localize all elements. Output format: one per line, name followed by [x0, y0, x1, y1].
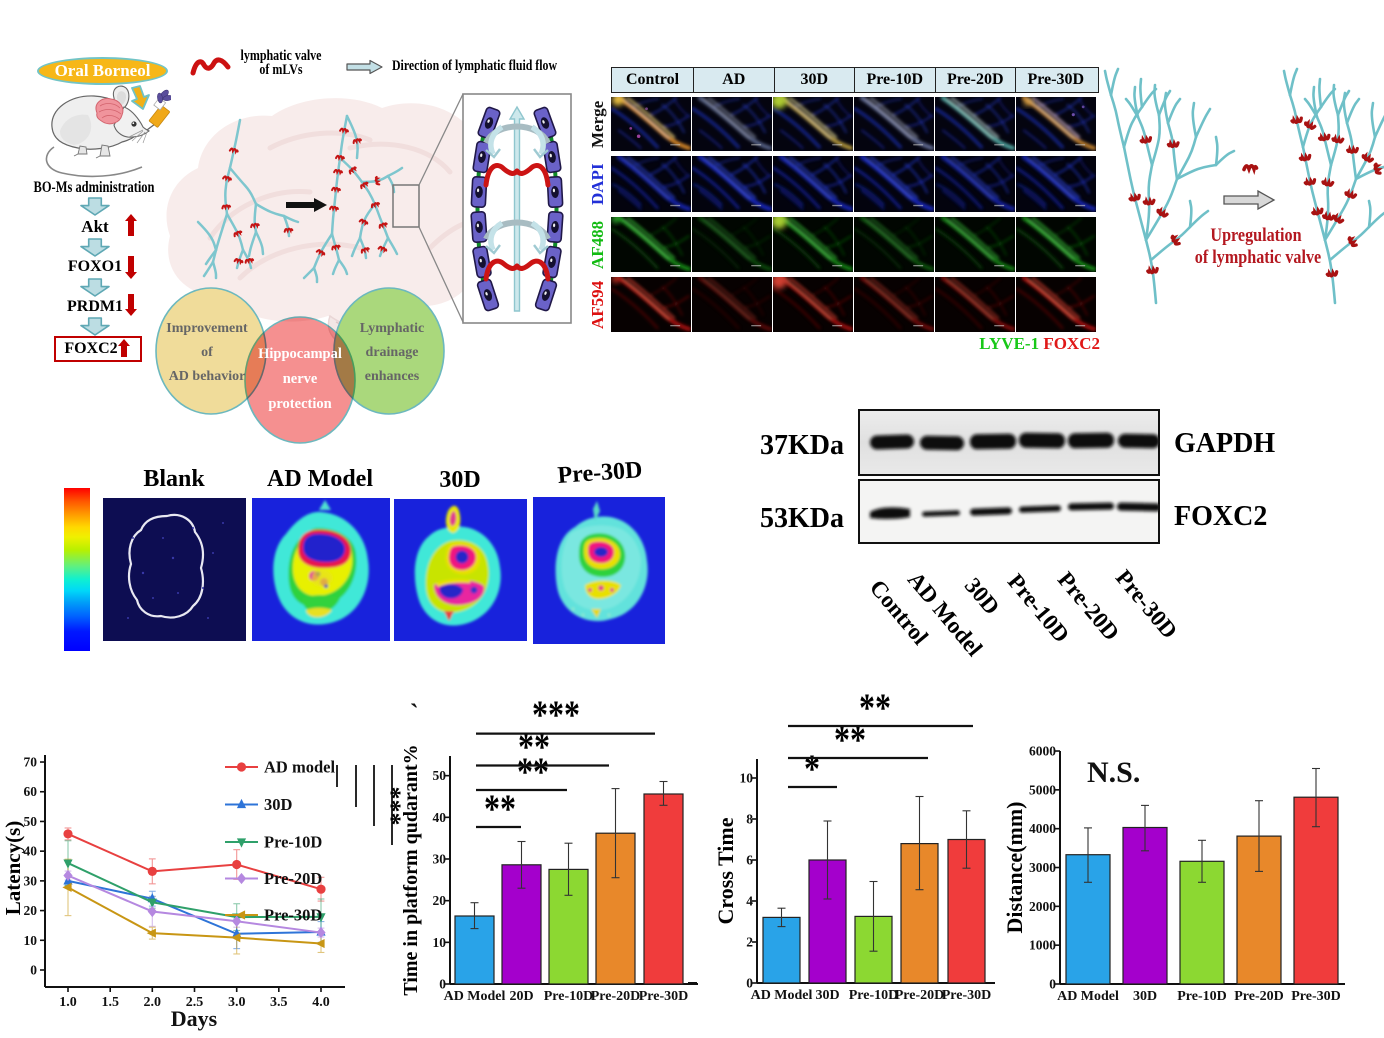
- svg-text:**: **: [484, 786, 516, 831]
- svg-text:Pre-20D: Pre-20D: [264, 869, 322, 888]
- svg-text:Pre-10D: Pre-10D: [264, 833, 322, 852]
- svg-text:*: *: [804, 746, 820, 791]
- svg-text:nerve: nerve: [283, 371, 318, 387]
- svg-text:**: **: [518, 724, 550, 769]
- svg-text:Pre-10D: Pre-10D: [849, 988, 899, 1003]
- svg-text:`: `: [410, 699, 419, 728]
- svg-text:20: 20: [24, 903, 38, 918]
- svg-text:4000: 4000: [1029, 821, 1056, 836]
- svg-text:8: 8: [746, 812, 753, 827]
- svg-text:0: 0: [746, 976, 753, 991]
- svg-text:1000: 1000: [1029, 938, 1056, 953]
- svg-text:3.0: 3.0: [228, 995, 246, 1010]
- svg-text:50: 50: [433, 768, 447, 783]
- svg-text:Pre-30D: Pre-30D: [639, 989, 689, 1004]
- svg-text:Pre-30D: Pre-30D: [264, 906, 322, 925]
- svg-text:Pre-20D: Pre-20D: [1234, 989, 1284, 1004]
- svg-text:10: 10: [24, 933, 38, 948]
- svg-text:6000: 6000: [1029, 744, 1056, 759]
- svg-text:70: 70: [24, 755, 38, 770]
- svg-text:40: 40: [433, 810, 447, 825]
- svg-text:5000: 5000: [1029, 782, 1056, 797]
- svg-text:4: 4: [746, 894, 753, 909]
- svg-text:Pre-20D: Pre-20D: [895, 988, 945, 1003]
- svg-text:3.5: 3.5: [270, 995, 288, 1010]
- svg-text:6: 6: [746, 853, 753, 868]
- svg-text:N.S.: N.S.: [1087, 756, 1140, 789]
- svg-text:of: of: [201, 345, 213, 360]
- svg-text:Cross Time: Cross Time: [713, 817, 738, 924]
- svg-text:of lymphatic valve: of lymphatic valve: [1195, 246, 1322, 268]
- svg-text:10: 10: [740, 771, 754, 786]
- svg-text:Pre-30D: Pre-30D: [1291, 989, 1341, 1004]
- svg-text:AD model: AD model: [264, 758, 335, 777]
- svg-text:enhances: enhances: [365, 369, 420, 384]
- svg-text:30: 30: [24, 873, 38, 888]
- svg-text:3000: 3000: [1029, 860, 1056, 875]
- svg-text:Pre-30D: Pre-30D: [942, 988, 992, 1003]
- svg-text:AD Model: AD Model: [444, 989, 506, 1004]
- svg-text:30D: 30D: [815, 988, 839, 1003]
- svg-text:2.5: 2.5: [186, 995, 204, 1010]
- svg-text:50: 50: [24, 814, 38, 829]
- svg-text:Hippocampal: Hippocampal: [258, 346, 342, 362]
- svg-text:Pre-20D: Pre-20D: [591, 989, 641, 1004]
- svg-text:AD Model: AD Model: [751, 988, 813, 1003]
- svg-text:20D: 20D: [509, 989, 533, 1004]
- svg-text:10: 10: [433, 935, 447, 950]
- svg-text:4.0: 4.0: [312, 995, 330, 1010]
- svg-text:Latency(s): Latency(s): [1, 821, 25, 915]
- svg-text:0: 0: [30, 963, 37, 978]
- svg-text:2000: 2000: [1029, 899, 1056, 914]
- svg-text:60: 60: [24, 784, 38, 799]
- svg-text:30D: 30D: [1133, 989, 1157, 1004]
- svg-text:30D: 30D: [264, 795, 293, 814]
- svg-text:AD Model: AD Model: [1057, 989, 1119, 1004]
- svg-text:30: 30: [433, 851, 447, 866]
- svg-text:1.0: 1.0: [59, 995, 77, 1010]
- svg-text:protection: protection: [268, 396, 331, 412]
- svg-text:1.5: 1.5: [101, 995, 119, 1010]
- svg-text:Days: Days: [171, 1006, 218, 1031]
- svg-text:0: 0: [1049, 977, 1056, 992]
- svg-text:***: ***: [377, 787, 406, 826]
- svg-text:**: **: [834, 717, 866, 762]
- svg-text:2: 2: [746, 935, 753, 950]
- svg-text:40: 40: [24, 844, 38, 859]
- svg-text:Lymphatic: Lymphatic: [360, 321, 425, 336]
- svg-text:2.0: 2.0: [144, 995, 162, 1010]
- svg-text:**: **: [517, 749, 549, 794]
- svg-text:Pre-10D: Pre-10D: [1177, 989, 1227, 1004]
- svg-text:0: 0: [439, 977, 446, 992]
- svg-text:Time in platform qudarant%: Time in platform qudarant%: [400, 744, 422, 995]
- svg-text:***: ***: [532, 692, 580, 737]
- svg-text:Upregulation: Upregulation: [1210, 224, 1301, 246]
- svg-text:Improvement: Improvement: [166, 321, 248, 336]
- svg-text:drainage: drainage: [366, 345, 419, 360]
- svg-text:20: 20: [433, 893, 447, 908]
- svg-text:Pre-10D: Pre-10D: [544, 989, 594, 1004]
- svg-text:**: **: [859, 688, 891, 730]
- svg-text:AD behavior: AD behavior: [169, 369, 246, 384]
- svg-text:Distance(mm): Distance(mm): [1002, 802, 1027, 934]
